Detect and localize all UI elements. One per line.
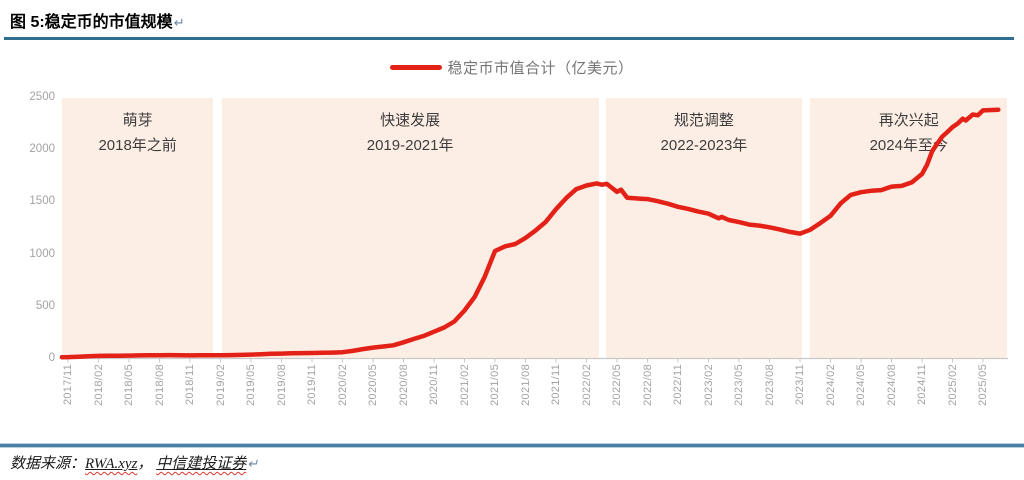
phase-label: 再次兴起 2024年至今 xyxy=(810,108,1007,158)
phase-name: 萌芽 xyxy=(122,112,153,129)
x-axis-tick-label: 2025/02 xyxy=(946,364,959,406)
x-axis-tick-label: 2023/02 xyxy=(702,364,715,406)
x-axis-tick-label: 2024/05 xyxy=(855,364,867,406)
phase-label: 规范调整 2022-2023年 xyxy=(606,108,802,158)
data-source-line: 数据来源：RWA.xyz， 中信建投证券↵ xyxy=(10,452,258,473)
x-axis-tick-label: 2024/02 xyxy=(824,364,837,406)
phase-label: 萌芽 2018年之前 xyxy=(62,108,213,158)
phase-name: 再次兴起 xyxy=(878,112,939,129)
y-axis-tick-label: 1000 xyxy=(29,247,55,260)
x-axis-tick-label: 2023/05 xyxy=(733,364,745,406)
figure-title-text: 图 5:稳定币的市值规模 xyxy=(10,14,173,31)
y-axis-tick-label: 2000 xyxy=(29,143,55,156)
x-axis-tick-label: 2024/11 xyxy=(916,364,928,406)
legend-line-marker xyxy=(390,65,443,70)
x-axis-tick-label: 2021/08 xyxy=(519,364,532,406)
x-axis-tick-label: 2018/05 xyxy=(123,364,135,406)
x-axis-tick-label: 2020/05 xyxy=(367,364,379,406)
x-axis-tick-label: 2020/02 xyxy=(336,364,349,406)
x-axis-tick-label: 2021/02 xyxy=(458,364,471,406)
phase-period: 2024年至今 xyxy=(869,137,948,154)
x-axis-tick-label: 2019/05 xyxy=(245,364,257,406)
chart-legend: 稳定币市值合计（亿美元） xyxy=(0,57,1024,78)
phase-period: 2019-2021年 xyxy=(366,137,454,154)
figure-title: 图 5:稳定币的市值规模↵ xyxy=(10,8,185,32)
source-link-rwa[interactable]: RWA.xyz xyxy=(85,456,138,472)
x-axis-tick-label: 2018/08 xyxy=(153,364,166,406)
x-axis-tick-label: 2022/02 xyxy=(580,364,593,406)
paragraph-return-icon: ↵ xyxy=(173,15,185,30)
phase-period: 2022-2023年 xyxy=(660,137,748,154)
x-axis-tick-label: 2021/05 xyxy=(489,364,501,406)
y-axis-tick-label: 2500 xyxy=(29,91,55,103)
x-axis-tick-label: 2020/11 xyxy=(428,364,440,406)
x-axis-tick-label: 2020/08 xyxy=(397,364,410,406)
x-axis-tick-label: 2022/11 xyxy=(672,364,684,406)
y-axis-tick-label: 1500 xyxy=(29,195,55,208)
x-axis-tick-label: 2018/11 xyxy=(184,364,196,406)
x-axis-tick-label: 2022/08 xyxy=(641,364,654,406)
source-label: 数据来源： xyxy=(10,456,86,472)
legend-label: 稳定币市值合计（亿美元） xyxy=(447,60,634,77)
source-link-csc[interactable]: 中信建投证券 xyxy=(156,456,247,472)
x-axis-tick-label: 2025/05 xyxy=(977,364,989,406)
x-axis-tick-label: 2019/11 xyxy=(306,364,318,406)
phase-period: 2018年之前 xyxy=(98,137,177,154)
y-axis-tick-label: 500 xyxy=(35,299,55,312)
top-divider-rule xyxy=(4,37,1014,40)
phase-label: 快速发展 2019-2021年 xyxy=(222,108,599,158)
phase-band: 萌芽 2018年之前 xyxy=(61,98,214,358)
phase-band: 再次兴起 2024年至今 xyxy=(810,98,1008,358)
x-axis-tick-label: 2019/08 xyxy=(275,364,288,406)
x-axis-tick-label: 2024/08 xyxy=(885,364,898,406)
x-axis-tick-label: 2019/02 xyxy=(214,364,227,406)
x-axis-tick-label: 2018/02 xyxy=(92,364,105,406)
paragraph-return-icon: ↵ xyxy=(247,456,259,471)
x-axis-tick-label: 2022/05 xyxy=(611,364,623,406)
x-axis-tick-label: 2017/11 xyxy=(62,364,74,406)
x-axis-tick-label: 2023/11 xyxy=(794,364,806,406)
y-axis-tick-label: 0 xyxy=(48,352,55,364)
phase-name: 规范调整 xyxy=(673,112,734,129)
x-axis-tick-label: 2023/08 xyxy=(763,364,776,406)
bottom-divider-rule xyxy=(0,444,1024,447)
phase-name: 快速发展 xyxy=(380,112,441,129)
x-axis-tick-label: 2021/11 xyxy=(550,364,562,406)
market-cap-line xyxy=(59,107,1001,360)
source-separator: ， xyxy=(137,456,157,472)
